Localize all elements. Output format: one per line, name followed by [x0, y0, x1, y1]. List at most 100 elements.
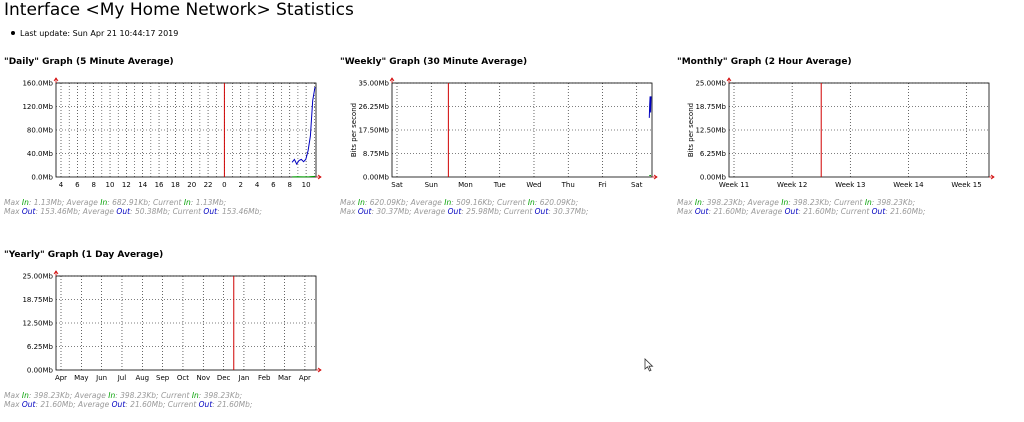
daily-stats: Max In: 1.13Mb; Average In: 682.91Kb; Cu… [4, 198, 262, 216]
weekly-graph: 0.00Mb 8.75Mb 17.50Mb 26.25Mb 35.00Mb Sat Sun M… [340, 75, 660, 197]
x-tick-label: 4 [59, 181, 64, 189]
stat-value: : 25.98Mb; [461, 207, 504, 216]
x-tick-label: Nov [196, 374, 210, 382]
stat-label: Current [503, 207, 535, 216]
weekly-stats: Max In: 620.09Kb; Average In: 509.16Kb; … [340, 198, 588, 216]
y-tick-label: 35.00Mb [358, 80, 389, 88]
series-in-line [292, 175, 316, 178]
stat-value: : 620.09Kb; [534, 198, 579, 207]
x-tick-label: Week 15 [951, 181, 981, 189]
y-tick-label: 25.00Mb [22, 273, 53, 281]
y-tick-label: 26.25Mb [358, 103, 389, 111]
stat-direction-in: In [781, 198, 789, 207]
stat-direction-out: Out [111, 400, 126, 409]
stat-direction-out: Out [447, 207, 462, 216]
stat-label: Current [160, 391, 192, 400]
stat-value: : 50.38Mb; [130, 207, 173, 216]
stat-label: Average [74, 391, 109, 400]
x-tick-label: 10 [302, 181, 311, 189]
stat-label: Average [414, 207, 448, 216]
y-axis-arrow [726, 77, 732, 83]
stat-value: : 398.23Kb; [871, 198, 916, 207]
monthly-graph-svg: 0.00Mb 6.25Mb 12.50Mb 18.75Mb 25.00Mb Week 11… [687, 77, 995, 189]
weekly-graph-title: "Weekly" Graph (30 Minute Average) [340, 57, 528, 67]
x-tick-label: 8 [91, 181, 95, 189]
last-update: Last update: Sun Apr 21 10:44:17 2019 [11, 29, 179, 38]
x-tick-label: Apr [55, 374, 67, 382]
x-tick-label: 10 [106, 181, 115, 189]
stat-label: Average [751, 207, 785, 216]
stats-line-out: Max Out: 21.60Mb; Average Out: 21.60Mb; … [677, 207, 925, 216]
y-tick-label: 0.00Mb [363, 174, 390, 182]
x-axis-arrow [989, 174, 995, 180]
stat-value: : 398.23Kb; [115, 391, 161, 400]
y-axis-arrow [389, 77, 395, 83]
stat-direction-in: In [444, 198, 452, 207]
x-tick-label: Jan [238, 374, 250, 382]
x-tick-label: Sat [631, 181, 643, 189]
x-tick-label: Thu [561, 181, 575, 189]
x-tick-label: Mar [278, 374, 291, 382]
x-tick-label: May [74, 374, 88, 382]
stat-direction-in: In [527, 198, 535, 207]
x-tick-label: 2 [239, 181, 243, 189]
stats-line-out: Max Out: 153.46Mb; Average Out: 50.38Mb;… [4, 207, 262, 216]
x-tick-label: 4 [255, 181, 260, 189]
x-tick-label: Fri [598, 181, 606, 189]
stats-line-out: Max Out: 30.37Mb; Average Out: 25.98Mb; … [340, 207, 588, 216]
stat-value: : 153.46Mb; [35, 207, 83, 216]
stat-label: Max [677, 198, 695, 207]
daily-graph-title: "Daily" Graph (5 Minute Average) [4, 57, 174, 67]
stat-value: : 21.60Mb; [125, 400, 168, 409]
x-tick-label: Wed [526, 181, 541, 189]
stat-direction-out: Out [534, 207, 549, 216]
yearly-stats: Max In: 398.23Kb; Average In: 398.23Kb; … [4, 391, 252, 409]
y-tick-label: 0.00Mb [700, 174, 727, 182]
stat-value: : 1.13Mb; [28, 198, 67, 207]
stat-direction-in: In [100, 198, 108, 207]
stat-label: Current [152, 198, 184, 207]
stat-label: Max [4, 400, 22, 409]
stat-direction-out: Out [116, 207, 131, 216]
page-title: Interface <My Home Network> Statistics [4, 0, 354, 20]
stat-direction-out: Out [203, 207, 218, 216]
y-tick-label: 160.0Mb [22, 80, 53, 88]
x-tick-label: 18 [171, 181, 180, 189]
plot-frame [728, 82, 990, 178]
stats-line-in: Max In: 620.09Kb; Average In: 509.16Kb; … [340, 198, 588, 207]
last-update-text: Last update: Sun Apr 21 10:44:17 2019 [20, 29, 179, 38]
y-axis-arrow [53, 270, 59, 276]
y-tick-label: 18.75Mb [695, 103, 726, 111]
x-tick-label: Jun [95, 374, 107, 382]
stat-direction-out: Out [871, 207, 886, 216]
x-tick-label: Oct [177, 374, 189, 382]
x-axis-arrow [316, 174, 322, 180]
stat-value: : 21.60Mb; [212, 400, 253, 409]
x-tick-label: 6 [271, 181, 276, 189]
monthly-graph: 0.00Mb 6.25Mb 12.50Mb 18.75Mb 25.00Mb Week 11… [677, 75, 997, 197]
stat-value: : 153.46Mb; [217, 207, 262, 216]
x-tick-label: 6 [75, 181, 80, 189]
x-tick-label: Week 12 [777, 181, 807, 189]
stats-line-in: Max In: 398.23Kb; Average In: 398.23Kb; … [4, 391, 252, 400]
stat-direction-out: Out [357, 207, 372, 216]
monthly-stats: Max In: 398.23Kb; Average In: 398.23Kb; … [677, 198, 925, 216]
x-tick-label: Sep [156, 374, 170, 382]
stat-direction-out: Out [198, 400, 213, 409]
stat-direction-out: Out [21, 400, 36, 409]
x-tick-label: Dec [217, 374, 231, 382]
stat-direction-in: In [183, 198, 191, 207]
y-axis-label: Bits per second [350, 103, 358, 157]
stat-value: : 509.16Kb; [451, 198, 497, 207]
y-axis-label: Bits per second [687, 103, 695, 157]
stat-label: Max [340, 198, 358, 207]
stat-value: : 620.09Kb; [364, 198, 411, 207]
x-axis-arrow [652, 174, 658, 180]
x-tick-label: Week 13 [835, 181, 865, 189]
mouse-pointer-icon [644, 358, 654, 372]
x-tick-label: Tue [493, 181, 506, 189]
stat-value: : 30.37Mb; [371, 207, 415, 216]
stat-direction-in: In [694, 198, 702, 207]
x-axis-arrow [316, 367, 322, 373]
y-tick-label: 25.00Mb [695, 80, 726, 88]
